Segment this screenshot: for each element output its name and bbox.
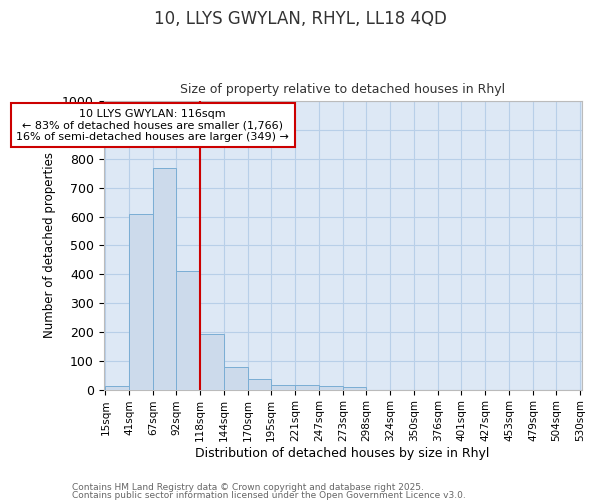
Bar: [153, 168, 176, 390]
Text: 10, LLYS GWYLAN, RHYL, LL18 4QD: 10, LLYS GWYLAN, RHYL, LL18 4QD: [154, 10, 446, 28]
Bar: [295, 384, 319, 390]
Bar: [343, 386, 366, 390]
Title: Size of property relative to detached houses in Rhyl: Size of property relative to detached ho…: [180, 83, 505, 96]
Bar: [271, 384, 295, 390]
Y-axis label: Number of detached properties: Number of detached properties: [43, 152, 56, 338]
Text: Contains public sector information licensed under the Open Government Licence v3: Contains public sector information licen…: [72, 491, 466, 500]
Bar: [200, 334, 224, 390]
Text: Contains HM Land Registry data © Crown copyright and database right 2025.: Contains HM Land Registry data © Crown c…: [72, 484, 424, 492]
Bar: [106, 386, 130, 390]
Bar: [130, 214, 153, 390]
Bar: [224, 368, 248, 390]
X-axis label: Distribution of detached houses by size in Rhyl: Distribution of detached houses by size …: [196, 447, 490, 460]
Bar: [319, 386, 343, 390]
Text: 10 LLYS GWYLAN: 116sqm
← 83% of detached houses are smaller (1,766)
16% of semi-: 10 LLYS GWYLAN: 116sqm ← 83% of detached…: [16, 108, 289, 142]
Bar: [176, 272, 200, 390]
Bar: [248, 378, 271, 390]
